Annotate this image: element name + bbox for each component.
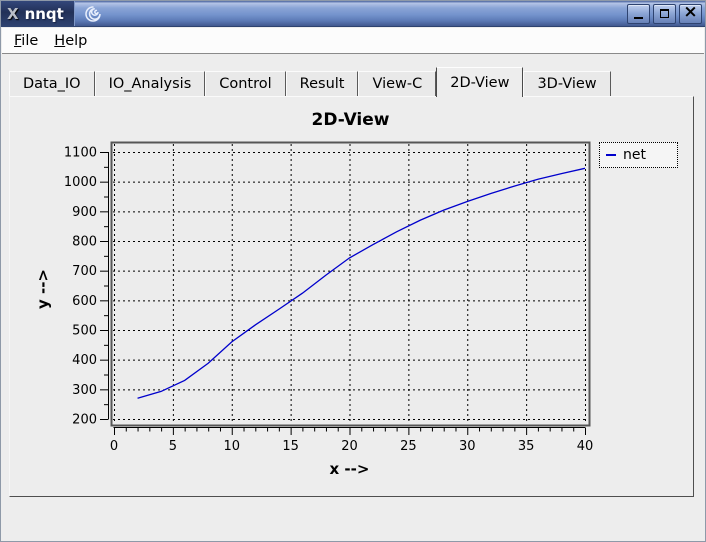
minimize-button[interactable]: [627, 3, 650, 24]
svg-text:5: 5: [169, 439, 177, 454]
maximize-icon: [660, 9, 669, 18]
close-button[interactable]: ×: [679, 2, 702, 24]
svg-text:0: 0: [110, 439, 118, 454]
svg-text:800: 800: [72, 235, 97, 250]
tab-view-c[interactable]: View-C: [358, 71, 437, 96]
plot-canvas: 200 300 400 500 600 700 800 900 1000 1100 0 5 10 15 20…: [34, 141, 593, 478]
y-axis-title: y -->: [34, 269, 52, 309]
svg-text:200: 200: [72, 413, 97, 428]
svg-text:10: 10: [223, 439, 240, 454]
plot-title: 2D-View: [311, 110, 390, 130]
svg-text:900: 900: [72, 205, 97, 220]
x-axis-title: x -->: [330, 460, 370, 478]
legend-curve-swatch: [606, 154, 616, 156]
svg-text:40: 40: [577, 439, 594, 454]
svg-text:30: 30: [459, 439, 476, 454]
titlebar-app-area: X nnqt: [1, 1, 75, 26]
svg-text:700: 700: [72, 264, 97, 279]
x-tick-labels: 0 5 10 15 20 25 30 35 40: [110, 439, 593, 454]
net-curve: [137, 167, 586, 399]
legend-label: net: [623, 147, 646, 163]
close-icon: ×: [683, 2, 698, 22]
y-axis: [100, 152, 109, 420]
tab-data-io[interactable]: Data_IO: [9, 71, 95, 96]
svg-text:600: 600: [72, 294, 97, 309]
menubar: File Help: [2, 28, 704, 54]
tab-control[interactable]: Control: [205, 71, 286, 96]
x-axis: [113, 427, 586, 435]
svg-text:400: 400: [72, 353, 97, 368]
maximize-button[interactable]: [653, 3, 676, 24]
tab-io-analysis[interactable]: IO_Analysis: [94, 71, 206, 96]
svg-text:500: 500: [72, 324, 97, 339]
menu-help[interactable]: Help: [54, 32, 88, 49]
svg-text:15: 15: [282, 439, 299, 454]
svg-text:1100: 1100: [64, 146, 97, 161]
svg-text:35: 35: [518, 439, 535, 454]
tab-panel-2d-view: 2D-View 200 300 400 500 600 700 800 900 1000 1100…: [9, 96, 694, 497]
window-title: nnqt: [24, 4, 64, 23]
svg-text:1000: 1000: [64, 175, 97, 190]
tabbar: Data_IO IO_Analysis Control Result View-…: [9, 66, 611, 97]
svg-text:20: 20: [341, 439, 358, 454]
plot-legend-item[interactable]: net: [599, 142, 678, 168]
minimize-icon: [634, 17, 643, 19]
tab-result[interactable]: Result: [285, 71, 359, 96]
tab-2d-view[interactable]: 2D-View: [436, 67, 524, 97]
menu-file[interactable]: File: [14, 32, 39, 49]
svg-text:300: 300: [72, 383, 97, 398]
titlebar[interactable]: X nnqt ×: [1, 1, 705, 27]
spiral-icon: [83, 4, 103, 24]
y-tick-labels: 200 300 400 500 600 700 800 900 1000 1100: [64, 146, 97, 428]
svg-text:25: 25: [400, 439, 417, 454]
grid: [113, 144, 588, 424]
tab-3d-view[interactable]: 3D-View: [523, 71, 611, 96]
x11-logo-icon: X: [7, 4, 19, 23]
